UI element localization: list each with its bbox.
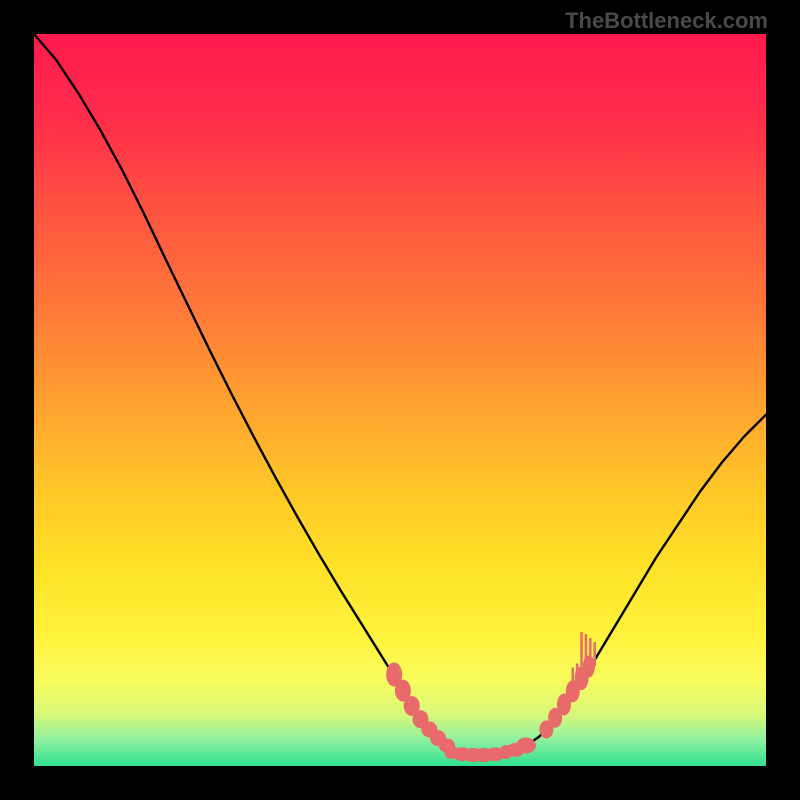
- marker-right: [583, 655, 595, 677]
- marker-bottom: [516, 738, 536, 754]
- chart-svg: [0, 0, 800, 800]
- bottleneck-curve: [34, 34, 766, 756]
